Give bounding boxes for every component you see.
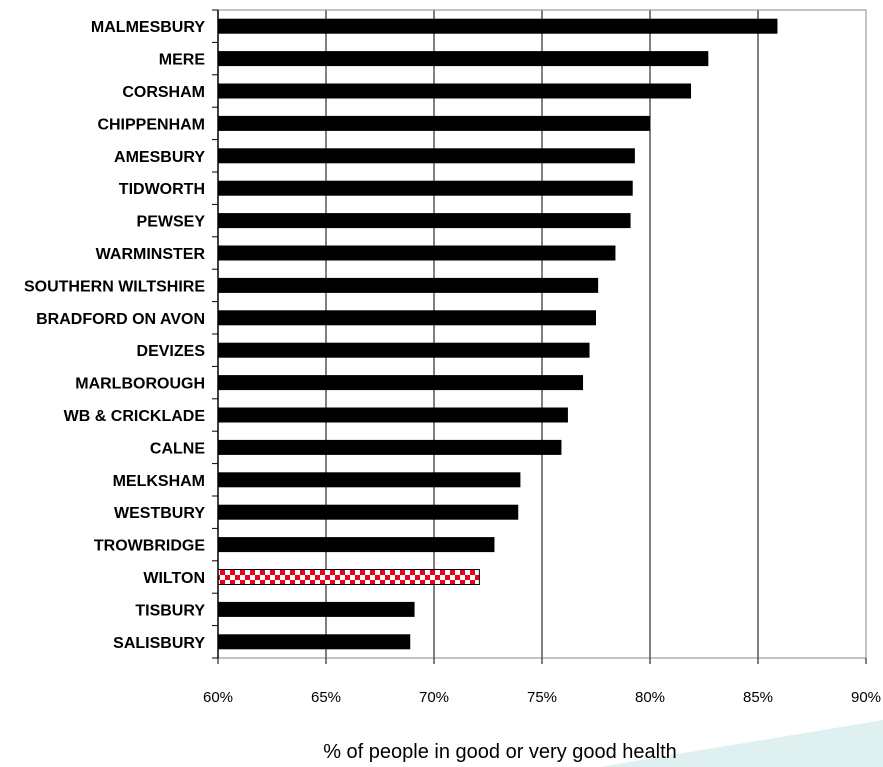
category-label: WESTBURY [114,505,205,522]
category-label: SOUTHERN WILTSHIRE [24,278,205,295]
category-label: SALISBURY [113,635,205,652]
x-axis-title: % of people in good or very good health [323,741,677,763]
category-label: MALMESBURY [91,19,205,36]
bar [218,115,650,131]
bar [218,472,521,488]
bar [218,375,584,391]
category-label: MELKSHAM [113,473,205,490]
category-label: MARLBOROUGH [75,376,205,393]
category-label: WILTON [143,570,205,587]
category-label: DEVIZES [137,343,206,360]
x-tick-label: 70% [419,689,449,706]
bar [218,537,495,553]
x-tick-label: 65% [311,689,341,706]
bar [218,180,633,196]
category-label: CALNE [150,440,205,457]
bar [218,245,616,261]
x-tick-labels: 60% 65% 70% 75% 80% 85% 90% [203,689,881,706]
x-tick-label: 75% [527,689,557,706]
bars [217,18,778,650]
category-label: WARMINSTER [96,246,206,263]
decorative-swoosh [600,720,883,767]
category-label: MERE [159,52,206,69]
grid-lines [325,10,759,658]
category-label: PEWSEY [137,214,206,231]
x-tick-label: 85% [743,689,773,706]
category-label: TISBURY [135,602,205,619]
bar [218,51,709,67]
bar [218,504,519,520]
bar [218,342,590,358]
bar [218,277,599,293]
bar [218,407,568,423]
x-tick-label: 60% [203,689,233,706]
bar [218,213,631,229]
bar-highlight [217,569,480,585]
bar [218,83,692,99]
category-label: CORSHAM [122,84,205,101]
category-label: CHIPPENHAM [97,116,205,133]
x-tick-label: 80% [635,689,665,706]
bar [218,439,562,455]
category-label: BRADFORD ON AVON [36,311,205,328]
bar [218,634,411,650]
bar [218,18,778,34]
category-labels: MALMESBURY MERE CORSHAM CHIPPENHAM AMESBURY T… [24,19,205,652]
axes [212,9,867,664]
category-label: TROWBRIDGE [94,538,205,555]
category-label: AMESBURY [114,149,205,166]
category-label: WB & CRICKLADE [64,408,206,425]
category-label: TIDWORTH [119,181,205,198]
bar [218,601,415,617]
bar [218,310,596,326]
x-tick-label: 90% [851,689,881,706]
bar [218,148,635,164]
